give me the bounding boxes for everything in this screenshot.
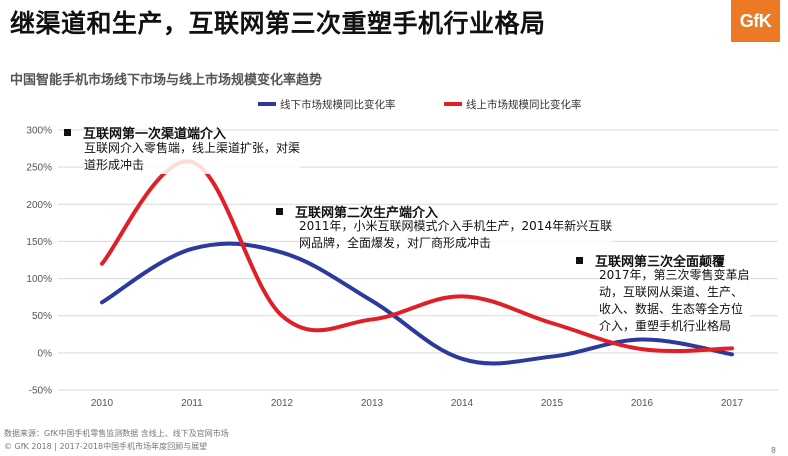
bullet-icon [576, 257, 583, 264]
annotation-1-text: 互联网介入零售端，线上渠道扩张，对渠 道形成冲击 [84, 140, 301, 174]
y-tick-label: 50% [32, 311, 52, 322]
y-axis-ticks: 300% 250% 200% 150% 100% 50% 0% -50% [26, 126, 52, 397]
annotation-3-line-3: 收入、数据、生态等全方位 [599, 302, 744, 316]
y-tick-label: 250% [26, 163, 52, 174]
legend-offline-label: 线下市场规模同比变化率 [280, 98, 396, 111]
annotation-2-title: 互联网第二次生产端介入 [276, 202, 438, 221]
footer-source: 数据来源：GfK中国手机零售监测数据 含线上、线下及官网市场 [4, 429, 229, 438]
footer-copyright: © GfK 2018 | 2017-2018中国手机市场年度回顾与展望 [4, 442, 208, 451]
x-tick-label: 2011 [181, 398, 203, 409]
chart-legend: 线下市场规模同比变化率 线上市场规模同比变化率 [258, 98, 582, 111]
bullet-icon [64, 129, 71, 136]
y-tick-label: 200% [26, 200, 52, 211]
y-tick-label: -50% [29, 386, 52, 397]
annotation-2-text: 2011年，小米互联网模式介入手机生产，2014年新兴互联 网品牌，全面爆发，对… [299, 218, 613, 252]
annotation-1-title: 互联网第一次渠道端介入 [64, 123, 226, 142]
annotation-3-title-text: 互联网第三次全面颠覆 [595, 255, 726, 270]
annotation-3-text: 2017年，第三次零售变革启 动，互联网从渠道、生产、 收入、数据、生态等全方位… [599, 267, 750, 335]
annotation-2-line-2: 网品牌，全面爆发，对厂商形成冲击 [299, 236, 492, 250]
y-tick-label: 150% [26, 237, 52, 248]
y-tick-label: 300% [26, 126, 52, 137]
annotation-2-line-1: 2011年，小米互联网模式介入手机生产，2014年新兴互联 [299, 219, 613, 233]
annotation-1-line-1: 互联网介入零售端，线上渠道扩张，对渠 [84, 141, 301, 155]
x-tick-label: 2013 [361, 398, 384, 409]
legend-online-label: 线上市场规模同比变化率 [466, 98, 582, 111]
annotation-1-line-2: 道形成冲击 [84, 158, 145, 172]
x-tick-label: 2014 [451, 398, 474, 409]
page-title: 继渠道和生产，互联网第三次重塑手机行业格局 [10, 9, 546, 38]
annotation-2-title-text: 互联网第二次生产端介入 [295, 206, 439, 221]
x-tick-label: 2016 [631, 398, 654, 409]
gfk-logo: GfK [731, 0, 780, 42]
y-tick-label: 0% [38, 348, 53, 359]
x-tick-label: 2017 [721, 398, 744, 409]
annotation-3-title: 互联网第三次全面颠覆 [576, 251, 725, 270]
bullet-icon [276, 208, 283, 215]
x-tick-label: 2015 [541, 398, 564, 409]
x-axis-ticks: 2010 2011 2012 2013 2014 2015 2016 2017 [91, 398, 744, 409]
page-number: 8 [770, 446, 776, 455]
y-tick-label: 100% [26, 274, 52, 285]
annotation-3-line-1: 2017年，第三次零售变革启 [599, 268, 750, 282]
annotation-1-title-text: 互联网第一次渠道端介入 [83, 127, 227, 142]
chart-subtitle: 中国智能手机市场线下市场与线上市场规模变化率趋势 [10, 73, 323, 88]
x-tick-label: 2010 [91, 398, 114, 409]
annotation-3-line-2: 动，互联网从渠道、生产、 [599, 285, 744, 299]
x-tick-label: 2012 [271, 398, 294, 409]
offline-series-line [100, 241, 734, 366]
annotation-3-line-4: 介入，重塑手机行业格局 [599, 319, 732, 333]
